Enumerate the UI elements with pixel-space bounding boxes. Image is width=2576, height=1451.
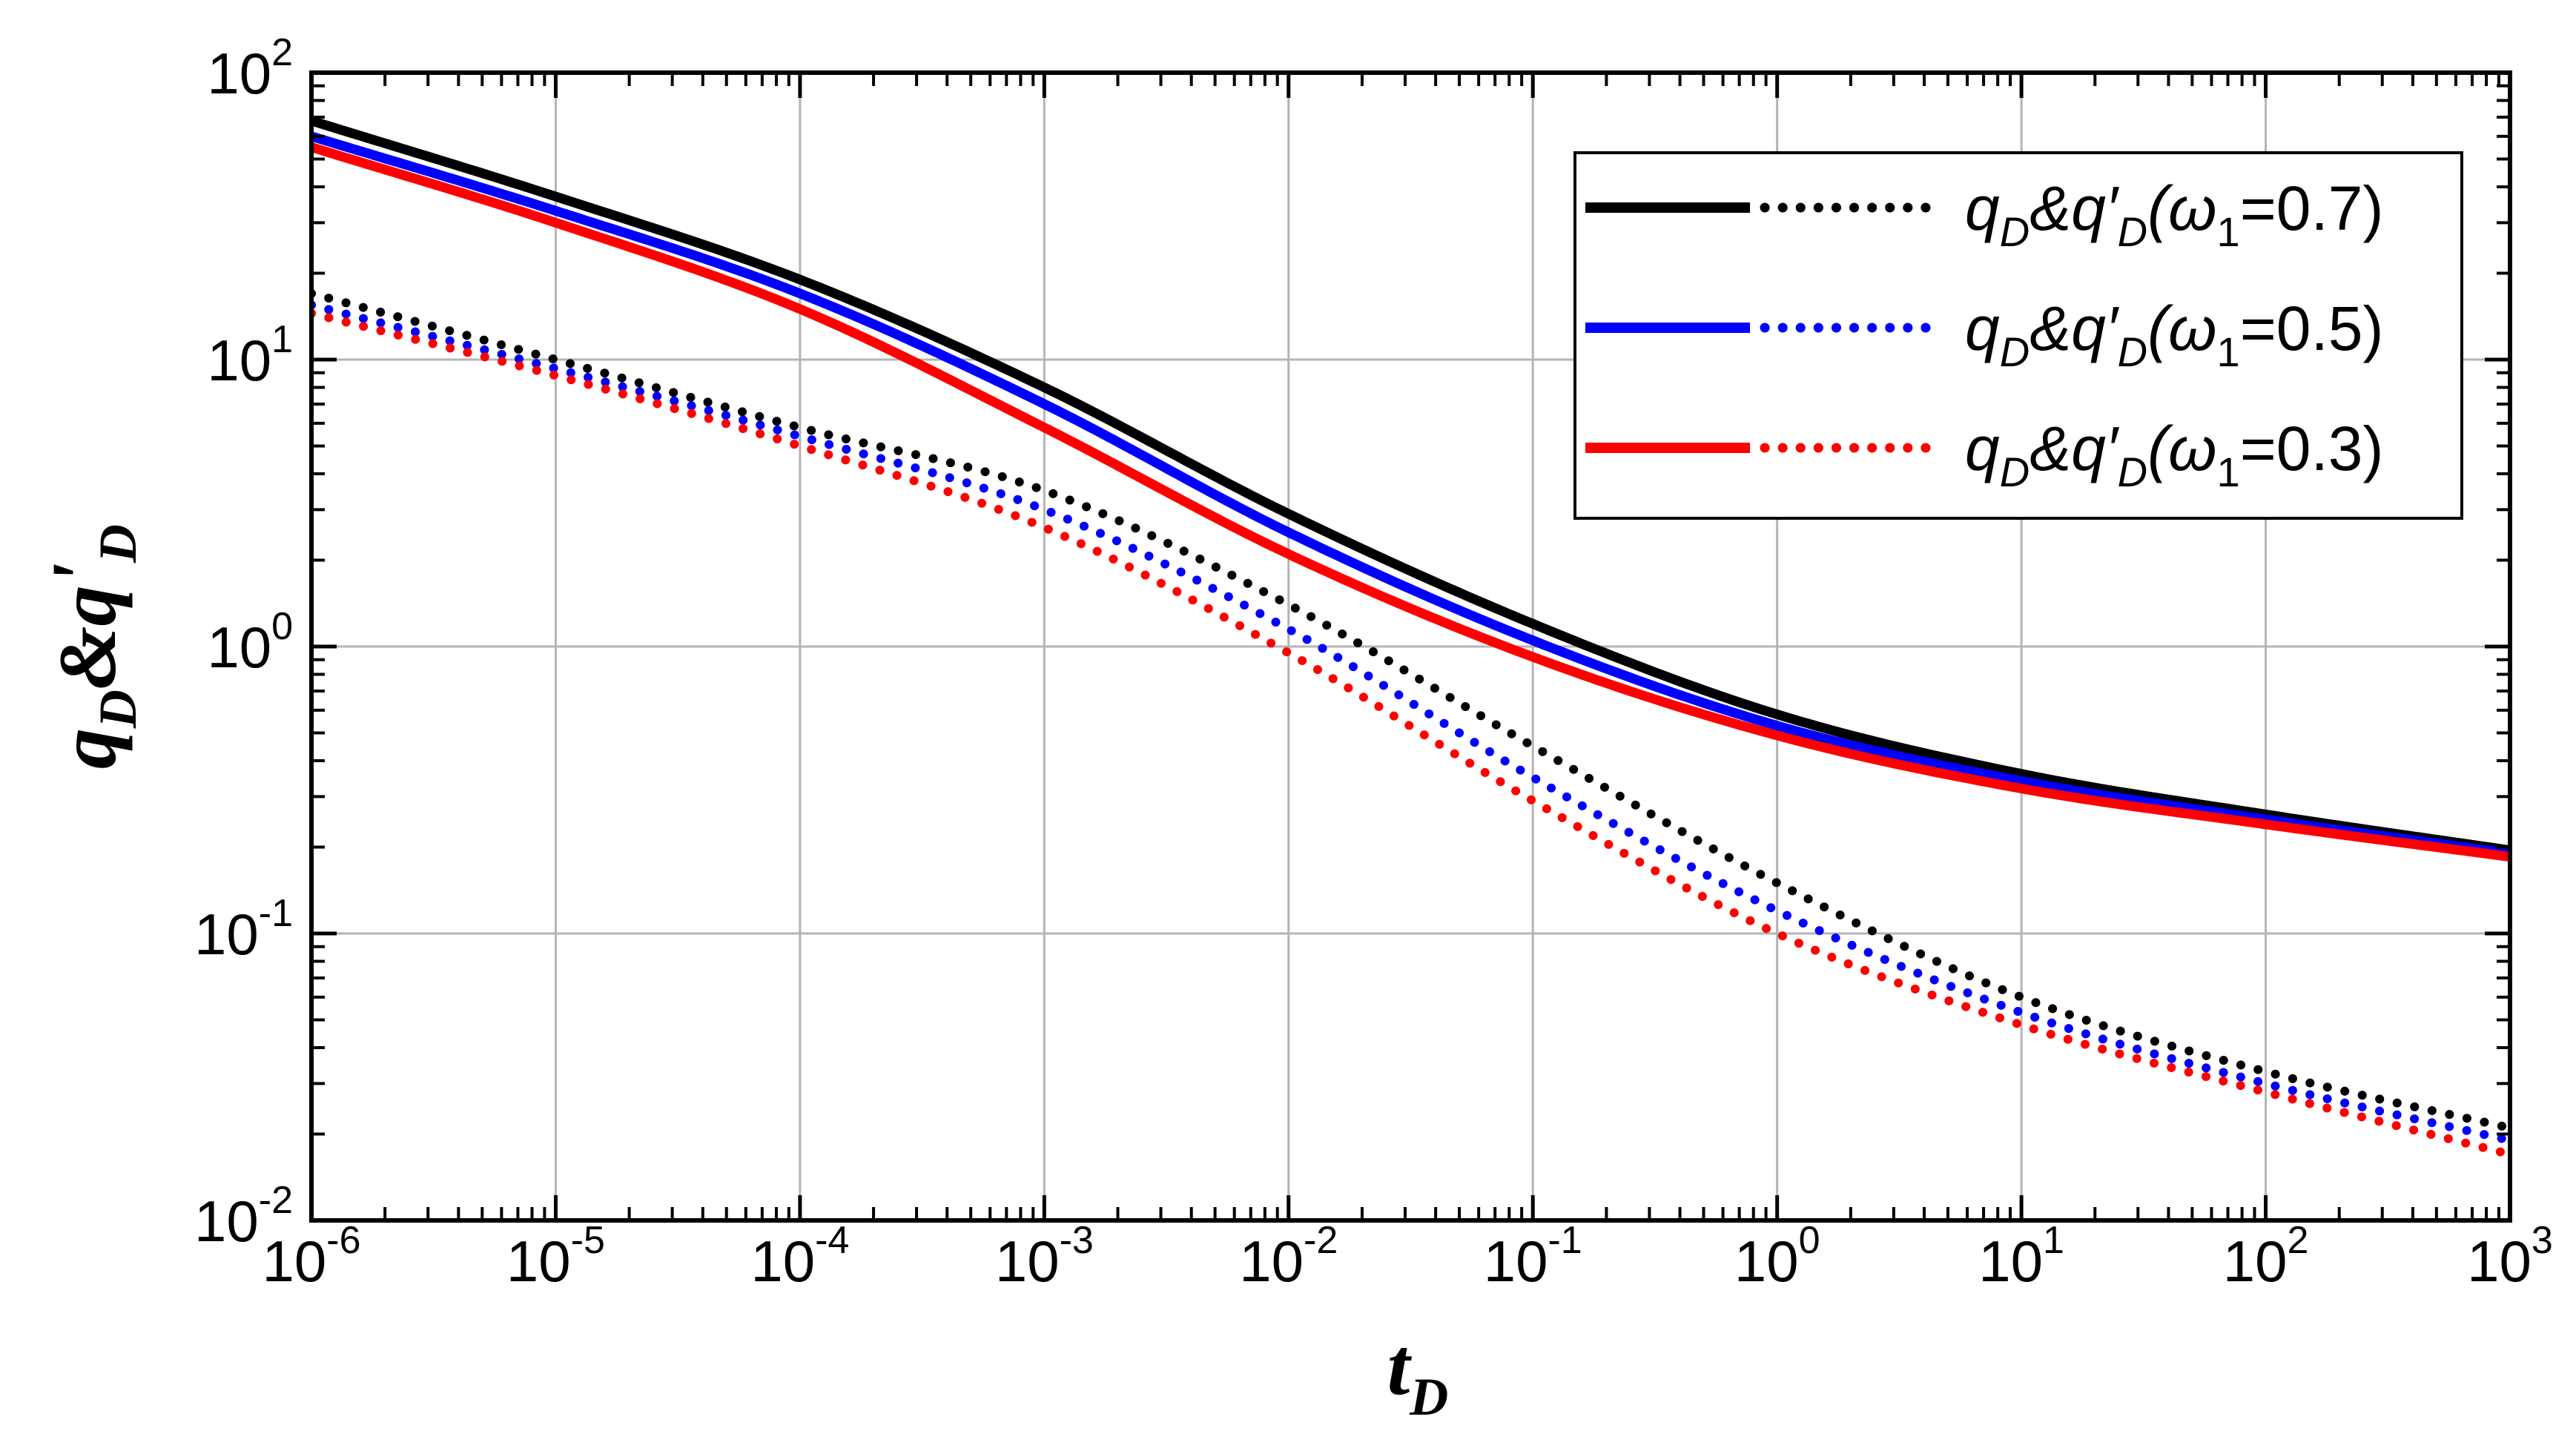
- legend-sub3: 1: [2217, 328, 2240, 375]
- series-line-qD-prime-0_3: [311, 308, 2510, 1159]
- series-layer: [311, 116, 2510, 1159]
- x-tick-base: 10: [506, 1229, 571, 1294]
- x-tick-label: 10-5: [506, 1219, 605, 1294]
- y-tick-label: 10-2: [194, 1179, 293, 1254]
- x-tick-label: 10-3: [995, 1219, 1094, 1294]
- x-tick-exp: 3: [2532, 1219, 2553, 1262]
- legend-entry: qD&q′D(ω1=0.5): [1585, 294, 2384, 375]
- y-axis-label-join: &q: [42, 586, 133, 690]
- y-tick-label: 10-1: [194, 892, 293, 967]
- y-tick-base: 10: [194, 902, 259, 967]
- y-axis-label-main: q: [42, 728, 133, 769]
- legend-entry: qD&q′D(ω1=0.7): [1585, 173, 2384, 255]
- y-axis-label-sub2: D: [88, 524, 148, 563]
- y-tick-base: 10: [194, 1189, 259, 1254]
- x-tick-exp: 2: [2287, 1219, 2308, 1262]
- x-tick-label: 10-6: [262, 1219, 360, 1294]
- x-tick-base: 10: [995, 1229, 1060, 1294]
- x-tick-exp: -4: [815, 1219, 849, 1262]
- legend-box: [1573, 151, 2463, 520]
- legend-sub: D: [2000, 208, 2030, 255]
- legend-amp: &q′: [2030, 173, 2120, 243]
- y-tick-label: 102: [207, 31, 293, 106]
- series-line-qD-prime-0_5: [311, 300, 2510, 1146]
- y-tick-exp: 0: [271, 605, 293, 648]
- legend-paren: (ω: [2147, 294, 2216, 363]
- y-tick-exp: 2: [271, 31, 293, 74]
- x-tick-base: 10: [2223, 1229, 2288, 1294]
- x-tick-label: 10-2: [1239, 1219, 1338, 1294]
- legend-paren: (ω: [2147, 173, 2216, 243]
- x-tick-base: 10: [2467, 1229, 2532, 1294]
- x-tick-base: 10: [1978, 1229, 2043, 1294]
- legend-sub3: 1: [2217, 208, 2240, 255]
- legend-sub2: D: [2118, 449, 2147, 495]
- y-axis-label: qD&q'D: [35, 524, 148, 769]
- axis-ticks: [309, 70, 2512, 1223]
- x-tick-base: 10: [1484, 1229, 1548, 1294]
- legend-amp: &q′: [2030, 414, 2120, 483]
- legend-amp: &q′: [2030, 294, 2120, 363]
- x-tick-exp: -5: [571, 1219, 605, 1262]
- x-tick-label: 10-1: [1484, 1219, 1582, 1294]
- series-line-qD-0_3: [311, 142, 2510, 862]
- series-line-qD-0_7: [311, 116, 2510, 856]
- x-tick-exp: -2: [1304, 1219, 1338, 1262]
- legend-q: q: [1965, 294, 2000, 363]
- x-tick-exp: 1: [2043, 1219, 2064, 1262]
- x-tick-base: 10: [1239, 1229, 1304, 1294]
- legend-sub: D: [2000, 449, 2030, 495]
- legend-label: qD&q′D(ω1=0.7): [1965, 173, 2384, 255]
- x-axis-label: tD: [1387, 1321, 1449, 1427]
- x-tick-exp: 0: [1799, 1219, 1820, 1262]
- y-tick-label: 101: [207, 318, 293, 393]
- legend-sub3: 1: [2217, 449, 2240, 495]
- y-tick-exp: -2: [259, 1179, 293, 1222]
- legend-entry: qD&q′D(ω1=0.3): [1585, 414, 2384, 495]
- legend-q: q: [1965, 173, 2000, 243]
- y-tick-exp: 1: [271, 318, 293, 361]
- y-tick-base: 10: [207, 328, 271, 393]
- legend-value: =0.7): [2240, 173, 2384, 243]
- x-tick-exp: -6: [326, 1219, 360, 1262]
- legend: qD&q′D(ω1=0.7) qD&q′D(ω1=0.5) qD&q′D(ω1=…: [1573, 151, 2463, 520]
- legend-sub2: D: [2118, 208, 2147, 255]
- legend-value: =0.3): [2240, 414, 2384, 483]
- x-tick-exp: -1: [1548, 1219, 1582, 1262]
- y-tick-exp: -1: [259, 892, 293, 935]
- legend-sub: D: [2000, 328, 2030, 375]
- x-tick-label: 101: [1978, 1219, 2064, 1294]
- tick-labels: 10-6 10-5 10-4 10-3 10-2 10-1 100 101 102 10310-2…: [194, 31, 2553, 1294]
- legend-label: qD&q′D(ω1=0.5): [1965, 294, 2384, 375]
- x-tick-base: 10: [750, 1229, 815, 1294]
- y-tick-label: 100: [207, 605, 293, 680]
- x-tick-label: 10-4: [750, 1219, 849, 1294]
- x-tick-exp: -3: [1060, 1219, 1094, 1262]
- x-axis-label-main: t: [1387, 1321, 1413, 1412]
- legend-value: =0.5): [2240, 294, 2384, 363]
- x-tick-label: 102: [2223, 1219, 2309, 1294]
- legend-label: qD&q′D(ω1=0.3): [1965, 414, 2384, 495]
- y-axis-label-sub: D: [88, 690, 148, 729]
- legend-sub2: D: [2118, 328, 2147, 375]
- y-tick-base: 10: [207, 41, 271, 106]
- legend-paren: (ω: [2147, 414, 2216, 483]
- y-axis-label-prime: ': [35, 563, 125, 586]
- x-tick-base: 10: [262, 1229, 326, 1294]
- x-axis-label-sub: D: [1409, 1367, 1448, 1427]
- x-tick-label: 103: [2467, 1219, 2553, 1294]
- legend-q: q: [1965, 414, 2000, 483]
- series-line-qD-0_5: [311, 131, 2510, 859]
- y-tick-base: 10: [207, 615, 271, 680]
- x-tick-base: 10: [1734, 1229, 1799, 1294]
- x-tick-label: 100: [1734, 1219, 1820, 1294]
